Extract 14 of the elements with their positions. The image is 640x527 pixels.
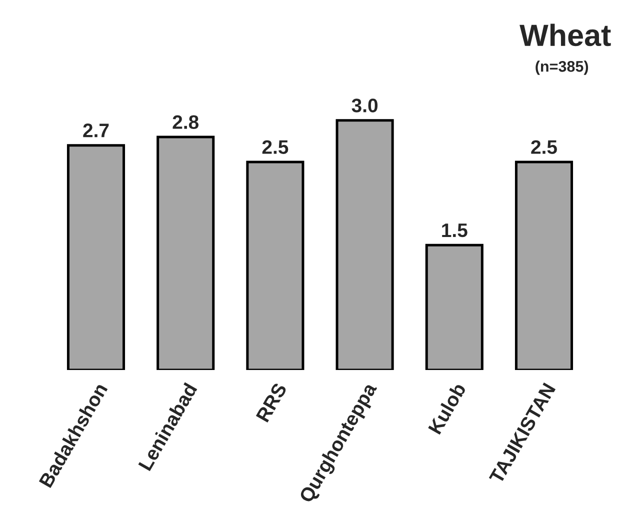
chart-subtitle: (n=385) [536,60,588,75]
bar [156,136,215,370]
data-label: 3.0 [352,98,378,112]
data-label: 2.5 [531,140,557,154]
bar [514,160,574,370]
data-label: 2.7 [83,124,109,138]
chart-title: Wheat [520,24,611,46]
data-label: 2.8 [172,115,199,130]
bar [246,160,304,370]
data-label: 2.5 [262,140,288,154]
data-label: 1.5 [442,224,468,238]
bar [336,119,394,370]
bar [66,144,126,370]
bar [425,244,484,370]
